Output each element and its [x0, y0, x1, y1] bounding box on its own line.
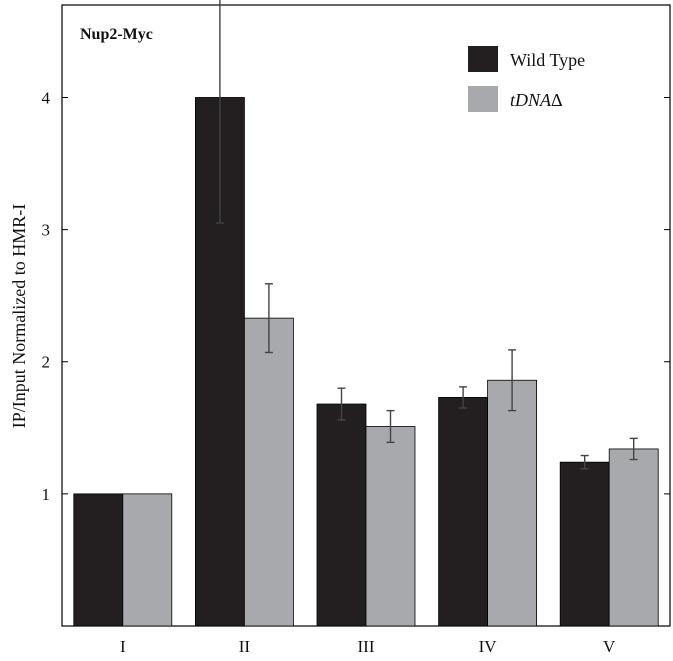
y-tick-label: 2 — [42, 353, 51, 372]
legend: Wild Type tDNAΔ — [468, 46, 585, 112]
legend-label-tdna-italic: tDNA — [510, 90, 552, 110]
legend-swatch-wild-type — [468, 46, 498, 72]
bar-tdna-delta-II — [243, 317, 294, 627]
bar-tdna-delta-III — [365, 426, 416, 627]
x-axis-tick-labels: I II III IV V — [120, 637, 616, 656]
chart-title: Nup2-Myc — [80, 26, 153, 43]
y-tick-label: 3 — [42, 221, 51, 240]
x-tick-label-III: III — [358, 637, 375, 656]
y-tick-label: 4 — [42, 88, 51, 107]
legend-label-delta-symbol: Δ — [551, 90, 563, 110]
bars — [73, 97, 659, 627]
bar-wild-type-III — [316, 403, 367, 627]
x-tick-label-II: II — [239, 637, 251, 656]
legend-swatch-tdna-delta — [468, 86, 498, 112]
legend-label-tdna-delta: tDNAΔ — [510, 90, 563, 110]
legend-label-wild-type: Wild Type — [510, 50, 585, 70]
x-tick-label-I: I — [120, 637, 126, 656]
bar-wild-type-IV — [438, 397, 489, 627]
x-tick-label-IV: IV — [479, 637, 498, 656]
bar-wild-type-V — [559, 461, 610, 627]
error-bars — [215, 0, 638, 470]
bar-tdna-delta-I — [122, 493, 173, 627]
x-tick-label-V: V — [603, 637, 616, 656]
y-axis-ticks: 1 2 3 4 — [42, 88, 670, 504]
bar-wild-type-I — [73, 493, 124, 627]
bar-tdna-delta-IV — [487, 379, 538, 627]
y-tick-label: 1 — [42, 485, 51, 504]
y-axis-label: IP/Input Normalized to HMR-I — [9, 204, 29, 428]
bar-tdna-delta-V — [608, 448, 659, 627]
